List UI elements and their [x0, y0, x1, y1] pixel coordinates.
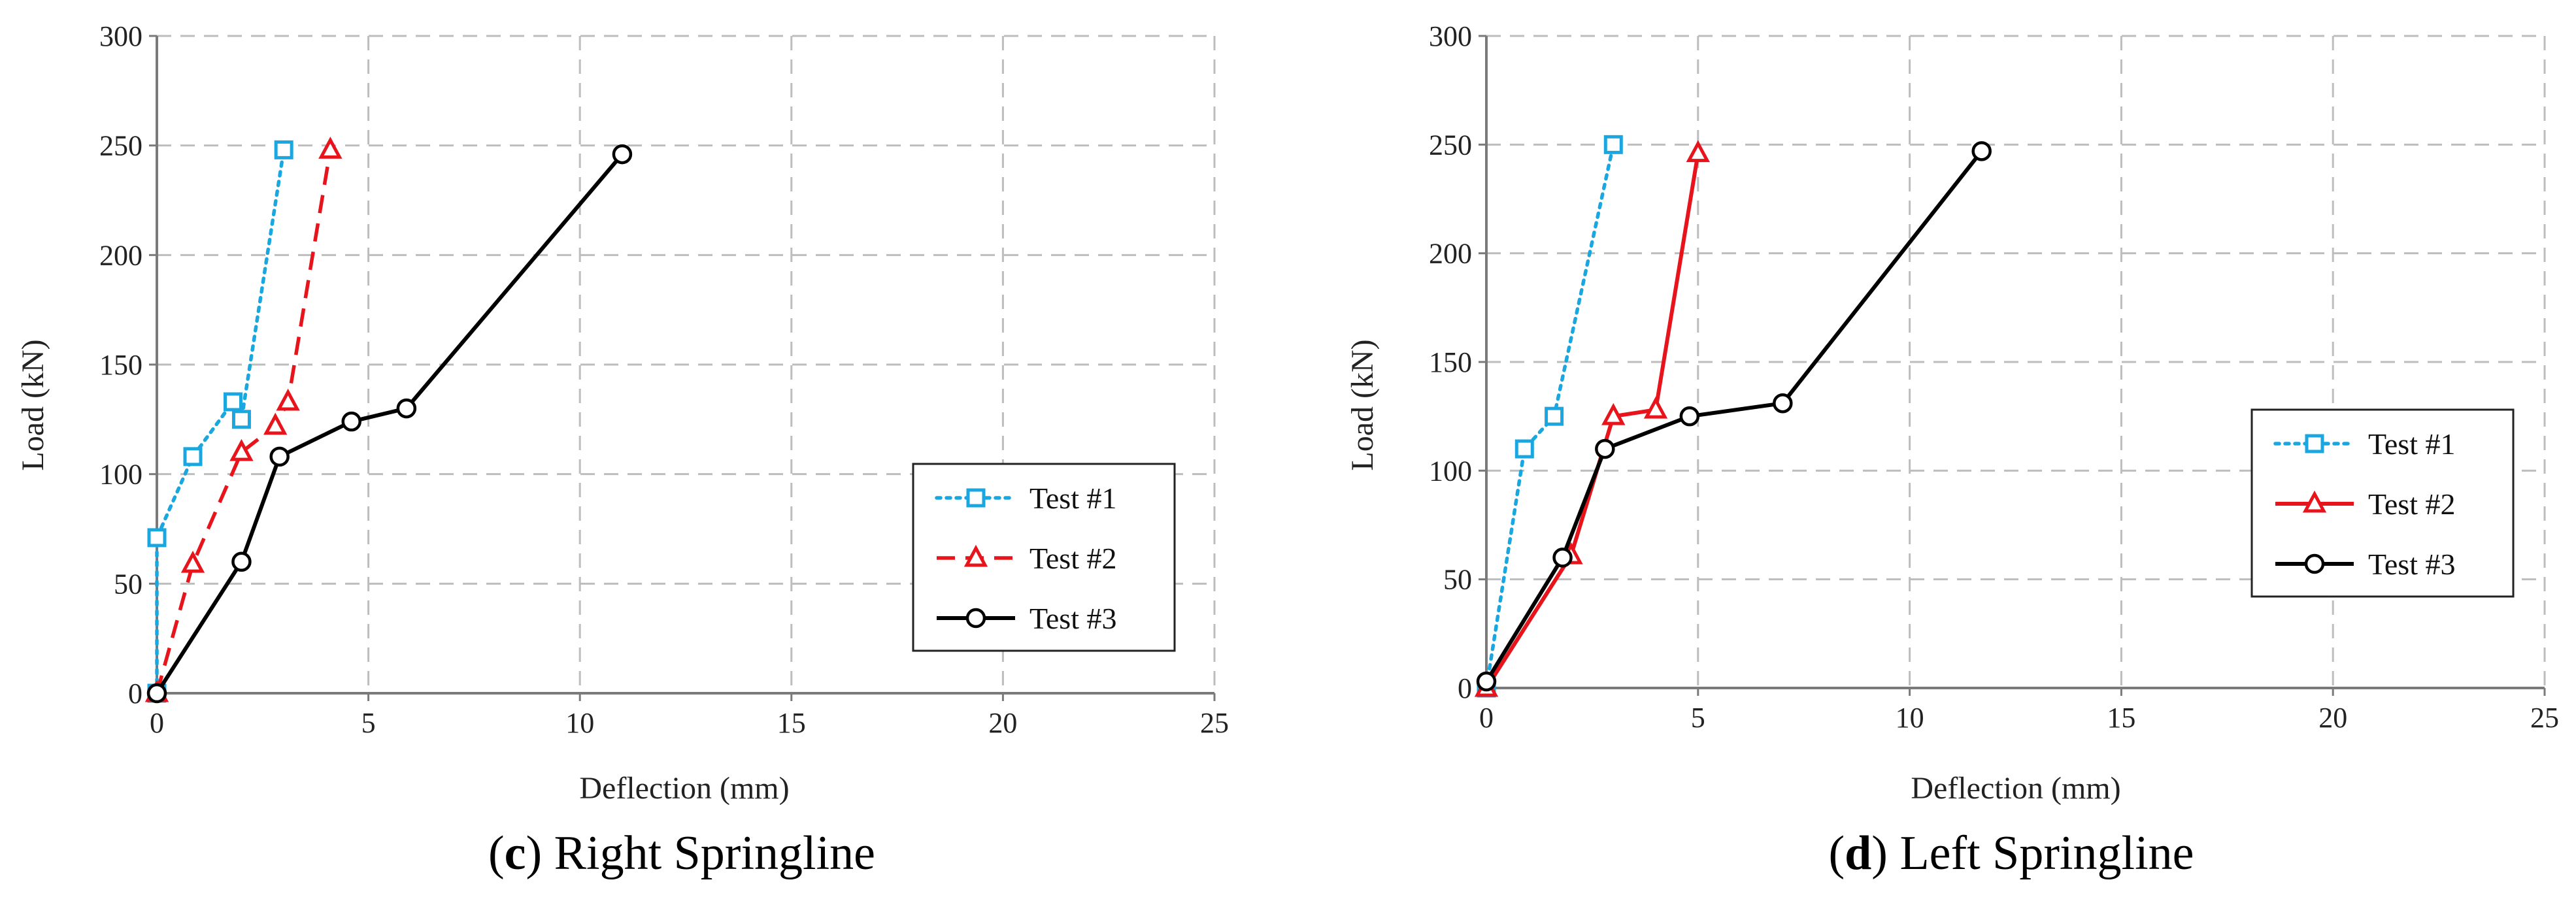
panel-d-x-tick-label: 25 [2530, 702, 2559, 734]
panel-d-series-3-point [1773, 393, 1793, 414]
panel-d-x-tick-label: 10 [1896, 702, 1924, 734]
panel-c-y-tick-label: 0 [128, 678, 142, 710]
panel-d-series-3-point [1476, 671, 1497, 692]
panel-d-series-2-point [1601, 402, 1626, 425]
panel-c-y-tick-label: 300 [99, 20, 142, 52]
panel-d-x-axis-title: Deflection (mm) [1911, 771, 2120, 806]
panel-d-series-3-point [1595, 438, 1615, 459]
panel-d-series-3 [1476, 141, 1992, 692]
panel-d-caption: (d) Left Springline [1828, 827, 2194, 880]
panel-c-y-tick-label: 250 [99, 130, 142, 162]
panel-c-series-3-point [612, 144, 633, 165]
panel-d-caption-letter: d [1845, 827, 1871, 880]
panel-c-y-tick-label: 150 [99, 349, 142, 381]
panel-c-y-tick-label: 100 [99, 459, 142, 491]
panel-d-series-1-point [1514, 439, 1534, 459]
panel-d-y-tick-label: 0 [1458, 672, 1472, 704]
panel-c-legend-marker-2 [963, 544, 988, 567]
panel-c-series-3 [146, 144, 633, 704]
panel-c-series-1-point [183, 447, 203, 467]
panel-c-x-axis-title: Deflection (mm) [579, 771, 789, 806]
panel-d-y-tick-label: 150 [1429, 346, 1472, 378]
panel-c-x-tick-label: 15 [777, 707, 806, 739]
panel-d-series-2-point [1643, 396, 1668, 419]
panel-c-series-1-point [274, 140, 293, 159]
panel-c-series-2-point [263, 412, 288, 435]
panel-c-series-1 [147, 140, 293, 703]
panel-d-y-tick-label: 300 [1429, 20, 1472, 52]
panel-d-y-tick-label: 250 [1429, 129, 1472, 161]
panel-d-legend-label-1: Test #1 [2368, 427, 2456, 461]
panel-c-y-tick-label: 200 [99, 239, 142, 271]
panel-d-series-3-point [1679, 406, 1700, 427]
panel-d-legend-marker-3 [2304, 553, 2325, 574]
panel-d-series-2 [1474, 140, 1710, 697]
panel-d-series-3-point [1971, 141, 1992, 161]
panel-c-legend-marker-1 [966, 488, 986, 508]
panel-c-series-3-point [146, 683, 167, 704]
panel-d-caption-text: Left Springline [1888, 827, 2194, 880]
panel-c-series-3-point [231, 551, 252, 572]
panel-c-series-1-point [231, 410, 251, 429]
panel-d-x-tick-label: 20 [2318, 702, 2347, 734]
panel-d-series-1-line [1484, 142, 1616, 690]
panel-d-series-2-point [1686, 140, 1710, 163]
panel-d-legend-label-3: Test #3 [2368, 548, 2456, 581]
panel-d-y-tick-label: 100 [1429, 455, 1472, 487]
panel-c-y-tick-label: 50 [114, 568, 142, 600]
panel-d-y-tick-label: 200 [1429, 238, 1472, 270]
panel-c-legend-label-1: Test #1 [1029, 482, 1117, 515]
panel-d-x-tick-label: 15 [2107, 702, 2135, 734]
panel-d-series-1 [1477, 135, 1623, 698]
panel-c-series-1-point [147, 528, 167, 548]
panel-d-y-tick-label: 50 [1443, 564, 1472, 596]
panel-d-series-3-point [1552, 548, 1573, 568]
panel-c-x-tick-label: 5 [361, 707, 376, 739]
panel-c-series-2-point [229, 438, 254, 461]
panel-d-x-tick-label: 0 [1479, 702, 1494, 734]
panel-c-x-tick-label: 10 [565, 707, 594, 739]
panel-c-legend-label-2: Test #2 [1029, 542, 1117, 575]
panel-d-series-1-point [1545, 406, 1564, 426]
panel-c-series-3-point [396, 398, 417, 419]
panel-d-legend-label-2: Test #2 [2368, 487, 2456, 521]
panel-c-series-1-point [223, 392, 243, 412]
panel-c-legend: Test #1 Test #2 Test #3 [912, 463, 1176, 652]
panel-c-caption-letter: c [505, 827, 526, 880]
panel-c-series-3-point [341, 411, 361, 432]
panel-c-x-tick-label: 20 [988, 707, 1017, 739]
panel-d-legend: Test #1 Test #2 Test #3 [2250, 408, 2515, 598]
panel-d-x-tick-label: 5 [1691, 702, 1705, 734]
panel-c-caption-text: Right Springline [542, 827, 875, 880]
panel-c-series-2-point [180, 550, 205, 573]
panel-c-x-tick-label: 25 [1200, 707, 1229, 739]
panel-d-legend-marker-2 [2302, 490, 2327, 513]
panel-c-legend-label-3: Test #3 [1029, 602, 1117, 635]
panel-c-x-tick-label: 0 [150, 707, 164, 739]
panel-c-y-axis-title: Load (kN) [16, 339, 50, 470]
panel-d-y-axis-title: Load (kN) [1345, 339, 1380, 470]
panel-c-series-2-point [318, 137, 343, 159]
panel-c-caption: (c) Right Springline [488, 827, 875, 880]
panel-c-series-3-point [269, 446, 290, 467]
panel-c-legend-marker-3 [965, 608, 986, 629]
panel-d-legend-marker-1 [2305, 434, 2324, 453]
panel-d-series-3-line [1484, 150, 1984, 683]
panel-d-series-1-point [1603, 135, 1623, 154]
panel-c-series-3-line [155, 153, 624, 695]
panel-c-series-1-line [155, 148, 286, 695]
panel-c-series-2-point [276, 388, 300, 411]
